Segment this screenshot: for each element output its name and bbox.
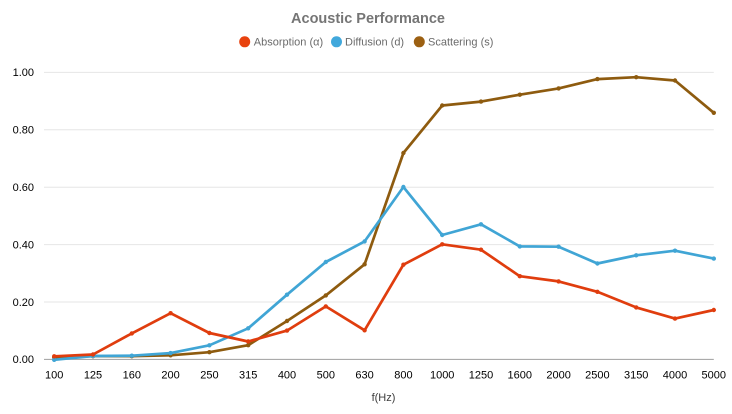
svg-text:0.00: 0.00 xyxy=(13,354,34,366)
svg-text:800: 800 xyxy=(394,370,412,382)
svg-text:1.00: 1.00 xyxy=(13,67,34,79)
svg-text:100: 100 xyxy=(45,370,63,382)
svg-text:3150: 3150 xyxy=(624,370,648,382)
svg-text:Diffusion (d): Diffusion (d) xyxy=(345,36,404,48)
svg-text:160: 160 xyxy=(123,370,141,382)
svg-text:Absorption (α): Absorption (α) xyxy=(254,36,323,48)
svg-text:0.20: 0.20 xyxy=(13,297,34,309)
svg-text:0.80: 0.80 xyxy=(13,125,34,137)
svg-text:0.40: 0.40 xyxy=(13,239,34,251)
svg-text:5000: 5000 xyxy=(702,370,726,382)
svg-text:f(Hz): f(Hz) xyxy=(372,392,396,404)
svg-text:0.60: 0.60 xyxy=(13,182,34,194)
svg-text:2500: 2500 xyxy=(585,370,609,382)
svg-text:Scattering (s): Scattering (s) xyxy=(428,36,493,48)
svg-text:315: 315 xyxy=(239,370,257,382)
svg-text:Acoustic Performance: Acoustic Performance xyxy=(291,11,445,27)
svg-text:1600: 1600 xyxy=(508,370,532,382)
svg-text:125: 125 xyxy=(84,370,102,382)
svg-text:250: 250 xyxy=(200,370,218,382)
svg-text:2000: 2000 xyxy=(546,370,570,382)
svg-text:400: 400 xyxy=(278,370,296,382)
svg-text:500: 500 xyxy=(317,370,335,382)
svg-text:200: 200 xyxy=(161,370,179,382)
svg-text:4000: 4000 xyxy=(663,370,687,382)
svg-text:630: 630 xyxy=(355,370,373,382)
svg-text:1250: 1250 xyxy=(469,370,493,382)
svg-text:1000: 1000 xyxy=(430,370,454,382)
